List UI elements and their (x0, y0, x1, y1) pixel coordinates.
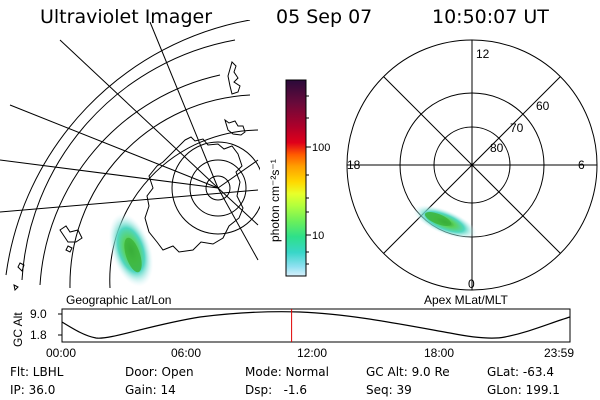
colorbar-tick-100: 100 (312, 142, 330, 154)
aurora-right (413, 205, 477, 239)
altitude-plot: GC Alt 9.0 1.8 00:00 06:00 12:00 18:00 2… (11, 307, 574, 360)
colorbar-tick-10: 10 (312, 230, 324, 242)
right-map-label: Apex MLat/MLT (424, 293, 508, 307)
mode-info: Mode: Normal (245, 365, 329, 379)
door-info: Door: Open (125, 365, 194, 379)
coastline (224, 118, 246, 136)
polar-map (346, 39, 598, 291)
mlat-label-60: 60 (536, 99, 550, 113)
glon-info: GLon: 199.1 (487, 383, 560, 397)
latitude-circle (171, 141, 260, 235)
altitude-curve (61, 311, 571, 339)
instrument-title: Ultraviolet Imager (40, 6, 213, 28)
gc-alt-info: GC Alt: 9.0 Re (366, 365, 450, 379)
altitude-xtick-2359: 23:59 (544, 346, 574, 360)
mlt-label-12: 12 (476, 47, 490, 61)
meridian-line (0, 159, 219, 189)
altitude-xtick-1800: 18:00 (424, 346, 454, 360)
filter-info: Flt: LBHL (10, 365, 64, 379)
coastline (13, 284, 19, 292)
meridian-line (9, 104, 219, 189)
aurora-left (108, 213, 154, 287)
gain-info: Gain: 14 (125, 383, 176, 397)
mlat-label-80: 80 (490, 141, 504, 155)
geographic-map (0, 20, 260, 292)
altitude-xtick-0600: 06:00 (171, 346, 201, 360)
meridian-line (59, 39, 219, 189)
altitude-xtick-0000: 00:00 (46, 346, 76, 360)
mlt-label-6: 6 (578, 158, 585, 172)
latitude-circle (189, 159, 247, 217)
meridian-line (217, 187, 259, 226)
mlt-label-0: 0 (468, 277, 475, 291)
left-map-label: Geographic Lat/Lon (66, 293, 171, 307)
altitude-plot-frame (61, 308, 571, 343)
coastline (144, 136, 244, 253)
mlat-label-70: 70 (510, 121, 524, 135)
date-label: 05 Sep 07 (276, 6, 373, 28)
colorbar: 100 10 photon cm⁻²s⁻¹ (268, 79, 330, 277)
ip-info: IP: 36.0 (10, 383, 56, 397)
mlt-diagonal (383, 76, 561, 254)
seq-info: Seq: 39 (366, 383, 412, 397)
meridian-line (149, 21, 219, 189)
latitude-arc (39, 74, 221, 286)
altitude-xtick-1200: 12:00 (297, 346, 327, 360)
dsp-info: Dsp: -1.6 (245, 383, 308, 397)
coastline (227, 61, 241, 95)
meridian-line (217, 159, 259, 189)
meridian-line (217, 187, 259, 261)
time-label: 10:50:07 UT (432, 6, 549, 28)
altitude-ytick-1.8: 1.8 (30, 328, 47, 342)
coastline (17, 262, 25, 272)
latitude-arc (5, 20, 251, 276)
altitude-ytick-9: 9.0 (30, 307, 47, 321)
latitude-arc (69, 94, 251, 289)
polar-labels: 12 6 0 18 60 70 80 (347, 47, 585, 291)
meridian-line (0, 189, 259, 213)
altitude-ylabel: GC Alt (11, 312, 25, 347)
colorbar-fill (285, 79, 307, 277)
latitude-arc (21, 39, 236, 281)
mlt-label-18: 18 (347, 158, 361, 172)
coastline (59, 225, 83, 243)
colorbar-label: photon cm⁻²s⁻¹ (268, 159, 282, 242)
glat-info: GLat: -63.4 (487, 365, 554, 379)
coastline (65, 245, 73, 253)
latitude-circle (205, 175, 231, 201)
